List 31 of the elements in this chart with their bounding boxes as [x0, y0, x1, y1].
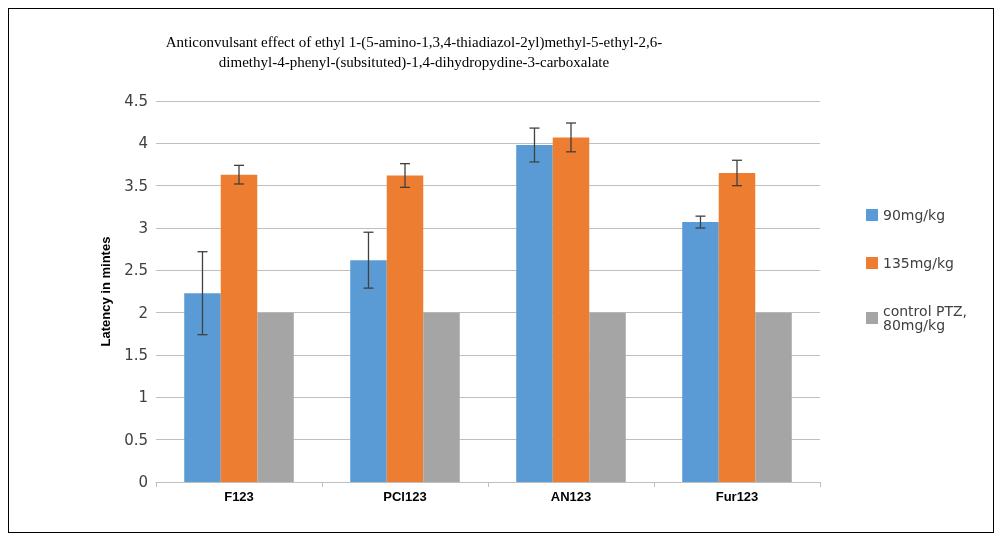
bar — [423, 312, 460, 482]
bar — [682, 222, 719, 482]
bar — [350, 260, 387, 482]
y-tick-label: 1.5 — [124, 346, 148, 364]
bar — [718, 172, 756, 482]
chart-title: Anticonvulsant effect of ethyl 1-(5-amino-1,3,4-thiadiazol-2yl)methyl-5-ethyl-2,6- dimethyl-4-phenyl-(subsituted)-1,4-dihydropydine-3-carboxalate — [165, 34, 663, 71]
x-tick-label: AN123 — [550, 489, 592, 504]
legend-label: 90mg/kg — [882, 207, 946, 223]
bar — [386, 175, 424, 482]
y-tick-label: 0 — [138, 473, 148, 491]
legend-label: 135mg/kg — [882, 255, 954, 271]
x-tick-label: PCl123 — [383, 489, 427, 504]
x-tick-label: F123 — [224, 489, 254, 504]
bar — [516, 145, 553, 482]
y-tick-label: 4.5 — [124, 92, 148, 110]
y-tick-label: 3 — [138, 219, 148, 237]
bar — [220, 174, 258, 482]
bar — [552, 137, 590, 482]
y-tick-label: 2.5 — [124, 261, 148, 280]
x-tick-label: Fur123 — [715, 489, 759, 504]
y-tick-label: 2 — [138, 303, 148, 322]
y-tick-label: 4 — [138, 134, 148, 153]
y-tick-label: 1 — [138, 388, 148, 407]
legend-label: control PTZ,80mg/kg — [882, 303, 967, 333]
y-tick-label: 3.5 — [124, 176, 148, 195]
bar — [184, 293, 221, 482]
bar — [257, 312, 294, 482]
y-tick-label: 0.5 — [124, 430, 148, 449]
y-axis-title: Latency in mintes — [98, 236, 113, 347]
bar — [755, 312, 792, 482]
bar — [589, 312, 626, 482]
